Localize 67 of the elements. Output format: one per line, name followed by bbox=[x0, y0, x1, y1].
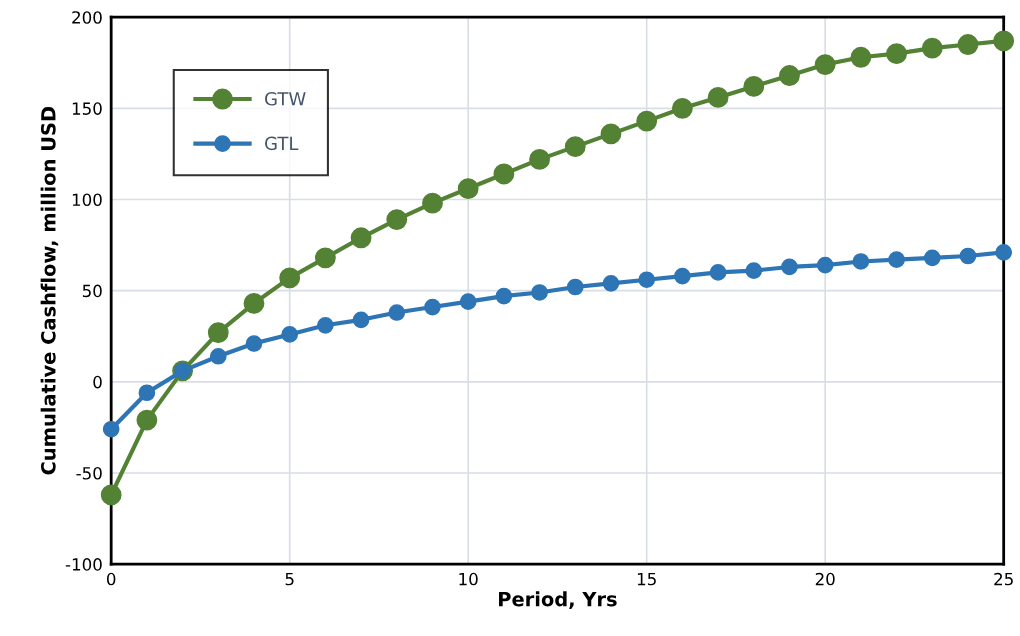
point bbox=[852, 253, 870, 270]
legend-label: GTW bbox=[265, 91, 306, 106]
y-axis-title: Cumulative Cashflow, million USD bbox=[40, 106, 59, 475]
point bbox=[388, 304, 406, 321]
point bbox=[923, 249, 941, 267]
point bbox=[352, 311, 370, 329]
point bbox=[350, 227, 372, 249]
point bbox=[638, 271, 656, 289]
point bbox=[386, 209, 408, 230]
point bbox=[957, 34, 979, 55]
point bbox=[995, 244, 1013, 261]
point bbox=[279, 267, 301, 289]
y-tick-label: -50 bbox=[76, 466, 102, 480]
x-tick-label: 25 bbox=[994, 572, 1013, 586]
y-tick-label: -100 bbox=[65, 558, 102, 571]
x-tick-label: 10 bbox=[459, 572, 478, 586]
point bbox=[959, 247, 977, 265]
point bbox=[424, 298, 441, 316]
point bbox=[314, 247, 336, 269]
point bbox=[529, 148, 550, 170]
point bbox=[636, 110, 658, 132]
point bbox=[600, 123, 622, 145]
y-tick-label: 100 bbox=[72, 193, 102, 207]
point bbox=[100, 484, 122, 506]
point bbox=[779, 65, 800, 86]
point bbox=[281, 326, 299, 343]
point bbox=[209, 347, 227, 365]
y-tick-label: 200 bbox=[72, 11, 102, 24]
x-tick-label: 15 bbox=[637, 572, 656, 586]
point bbox=[564, 136, 586, 158]
point bbox=[207, 322, 229, 344]
point bbox=[459, 293, 477, 310]
point bbox=[493, 163, 515, 185]
point bbox=[850, 46, 872, 68]
y-tick-label: 150 bbox=[72, 102, 102, 115]
point bbox=[495, 287, 513, 305]
x-tick-label: 0 bbox=[106, 572, 116, 586]
point bbox=[745, 262, 763, 279]
point bbox=[886, 43, 907, 65]
point bbox=[102, 420, 120, 438]
point bbox=[422, 192, 443, 214]
point bbox=[781, 258, 798, 276]
x-tick-label: 5 bbox=[285, 572, 294, 586]
point bbox=[707, 86, 729, 108]
x-axis-title: Period, Yrs bbox=[499, 591, 617, 609]
point bbox=[921, 37, 943, 59]
point bbox=[743, 76, 765, 97]
point bbox=[993, 30, 1015, 52]
point bbox=[674, 267, 691, 285]
point bbox=[602, 275, 620, 292]
point bbox=[671, 97, 693, 119]
point bbox=[138, 384, 156, 402]
point bbox=[457, 178, 479, 199]
point bbox=[136, 409, 158, 431]
point bbox=[709, 264, 727, 281]
y-tick-label: 0 bbox=[93, 375, 102, 389]
legend-label: GTL bbox=[265, 136, 299, 151]
point bbox=[814, 54, 836, 75]
point bbox=[531, 284, 548, 301]
point bbox=[816, 256, 834, 274]
point bbox=[243, 292, 265, 314]
x-tick-label: 20 bbox=[815, 572, 835, 586]
y-tick-label: 50 bbox=[82, 284, 102, 298]
point bbox=[566, 278, 584, 296]
point bbox=[888, 251, 905, 268]
point bbox=[317, 316, 334, 334]
point bbox=[245, 335, 263, 352]
